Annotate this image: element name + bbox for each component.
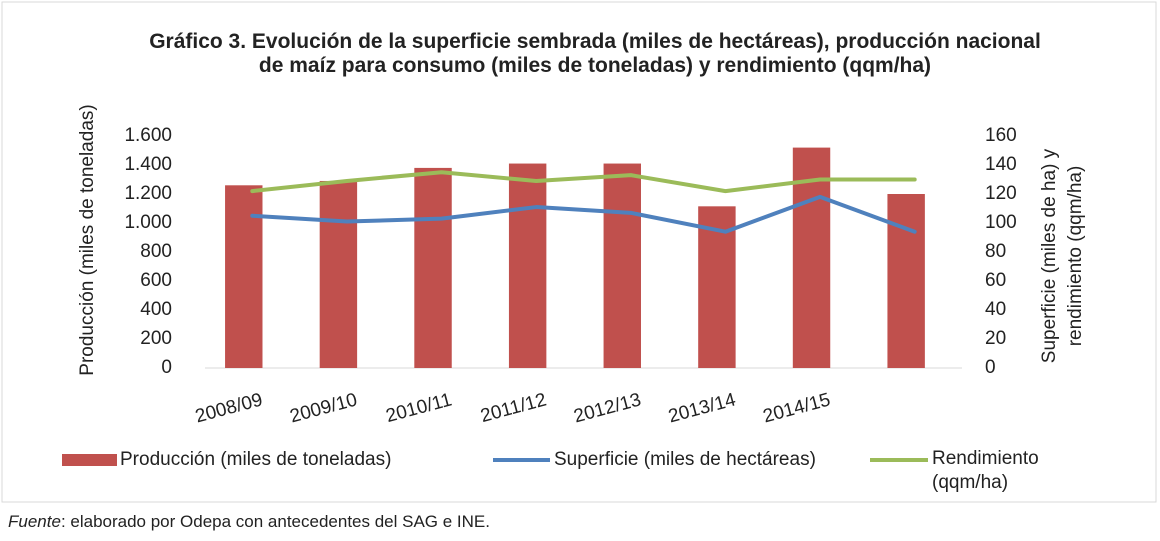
y-tick-label: 1.200	[124, 183, 172, 204]
x-tick-label: 2010/11	[384, 389, 454, 427]
y-tick-label: 1.000	[124, 212, 172, 233]
x-tick-label: 2011/12	[478, 389, 548, 427]
x-tick-label: 2014/15	[761, 389, 833, 427]
source-text: : elaborado por Odepa con antecedentes d…	[60, 512, 490, 531]
y2-tick-label: 40	[985, 299, 1006, 320]
bar	[414, 167, 452, 368]
x-tick-label: 2013/14	[666, 389, 738, 427]
x-tick-label: 2012/13	[572, 389, 644, 427]
legend-swatch	[62, 454, 117, 466]
bar	[887, 194, 925, 368]
line	[250, 194, 917, 234]
y-tick-label: 800	[140, 241, 172, 262]
y2-tick-label: 100	[985, 212, 1017, 233]
y2-tick-label: 20	[985, 328, 1006, 349]
y-tick-label: 400	[140, 299, 172, 320]
bar	[603, 163, 641, 368]
chart-title: Gráfico 3. Evolución de la superficie se…	[149, 30, 1041, 77]
bar	[319, 180, 358, 368]
bar	[698, 206, 736, 368]
y-tick-label: 200	[140, 328, 172, 349]
legend-label: Superficie (miles de hectáreas)	[554, 449, 816, 470]
line	[250, 170, 917, 194]
y2-tick-label: 140	[985, 154, 1017, 175]
chart-border	[1, 1, 1157, 503]
source-label: Fuente	[8, 512, 61, 531]
y2-tick-label: 0	[985, 357, 996, 378]
y-tick-label: 1.400	[124, 154, 172, 175]
y-tick-label: 0	[161, 357, 172, 378]
y2-tick-label: 60	[985, 270, 1006, 291]
y2-tick-label: 160	[985, 125, 1017, 146]
y2-axis-label: Superficie (miles de ha) y rendimiento (…	[1039, 148, 1086, 364]
y-axis-label: Producción (miles de toneladas)	[77, 104, 98, 375]
y2-tick-label: 80	[985, 241, 1006, 262]
y-tick-label: 600	[140, 270, 172, 291]
source-note: Fuente: elaborado por Odepa con antecede…	[8, 512, 490, 532]
x-tick-label: 2008/09	[193, 389, 265, 427]
y2-tick-label: 120	[985, 183, 1017, 204]
legend-label: Producción (miles de toneladas)	[120, 449, 391, 470]
y-tick-label: 1.600	[124, 125, 172, 146]
legend-label: Rendimiento (qqm/ha)	[932, 448, 1039, 493]
bar	[792, 147, 831, 368]
bar	[225, 185, 263, 368]
x-tick-label: 2009/10	[288, 389, 360, 427]
bar	[508, 163, 547, 368]
